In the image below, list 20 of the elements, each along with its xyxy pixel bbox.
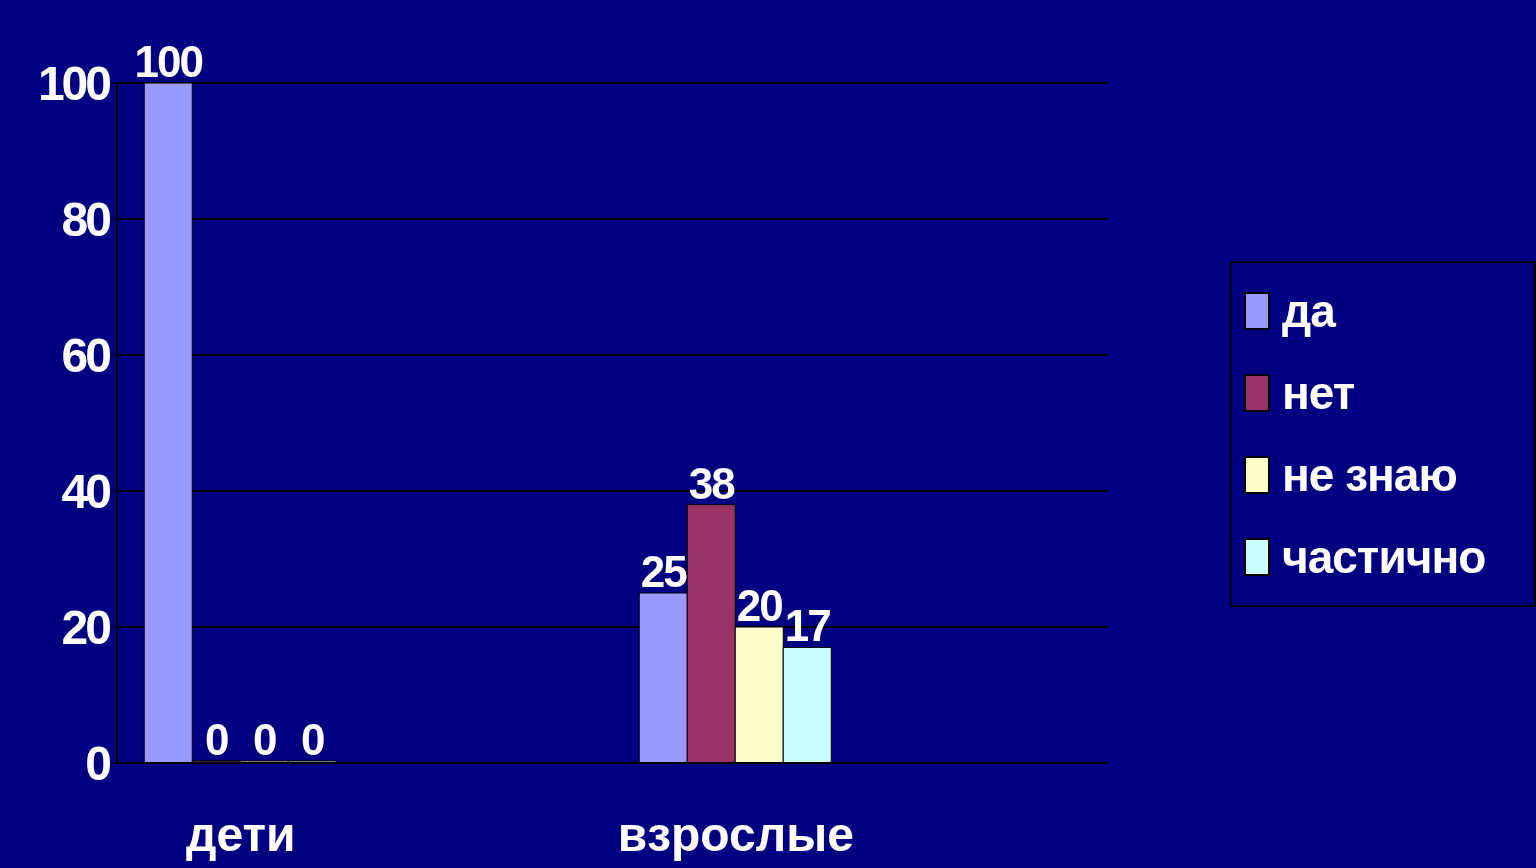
x-tick-label: взрослые <box>617 808 854 862</box>
legend-label: да <box>1282 284 1335 338</box>
legend-label: нет <box>1282 366 1355 420</box>
data-label: 0 <box>204 715 228 764</box>
y-tick-label: 60 <box>61 329 111 383</box>
y-tick-label: 0 <box>85 737 111 791</box>
y-tick-label: 80 <box>61 193 111 247</box>
data-label: 20 <box>736 581 783 630</box>
y-tick-label: 20 <box>61 601 111 655</box>
data-label: 0 <box>300 715 324 764</box>
y-tick-label: 100 <box>37 57 111 111</box>
data-label: 0 <box>252 715 276 764</box>
data-label: 38 <box>688 458 736 508</box>
legend-label: не знаю <box>1282 448 1457 502</box>
legend-label: частично <box>1282 530 1486 584</box>
data-label: 25 <box>640 547 688 596</box>
data-label: 17 <box>784 601 831 651</box>
x-tick-label: дети <box>185 808 296 862</box>
data-label: 100 <box>134 37 203 86</box>
y-tick-label: 40 <box>61 465 111 519</box>
